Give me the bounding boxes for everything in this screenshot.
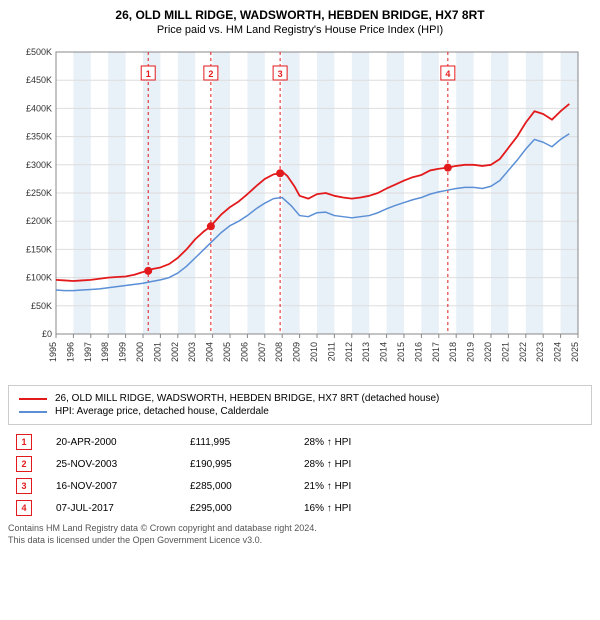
sales-row: 4 07-JUL-2017 £295,000 16% ↑ HPI bbox=[8, 497, 592, 519]
sale-price: £295,000 bbox=[190, 503, 280, 514]
legend-row: 26, OLD MILL RIDGE, WADSWORTH, HEBDEN BR… bbox=[19, 392, 581, 405]
legend-swatch bbox=[19, 398, 47, 400]
svg-text:£250K: £250K bbox=[26, 188, 52, 198]
sale-pct: 21% ↑ HPI bbox=[304, 481, 404, 492]
sale-date: 07-JUL-2017 bbox=[56, 503, 166, 514]
svg-text:2018: 2018 bbox=[448, 342, 458, 362]
svg-text:2022: 2022 bbox=[518, 342, 528, 362]
sale-price: £111,995 bbox=[190, 437, 280, 448]
sale-marker-icon: 3 bbox=[16, 478, 32, 494]
svg-text:2008: 2008 bbox=[274, 342, 284, 362]
svg-text:£100K: £100K bbox=[26, 273, 52, 283]
sale-marker-icon: 4 bbox=[16, 500, 32, 516]
sales-row: 2 25-NOV-2003 £190,995 28% ↑ HPI bbox=[8, 453, 592, 475]
sales-row: 1 20-APR-2000 £111,995 28% ↑ HPI bbox=[8, 431, 592, 453]
svg-text:2017: 2017 bbox=[431, 342, 441, 362]
svg-text:1: 1 bbox=[146, 69, 151, 79]
sale-price: £285,000 bbox=[190, 481, 280, 492]
svg-text:4: 4 bbox=[445, 69, 450, 79]
svg-text:1995: 1995 bbox=[48, 342, 58, 362]
svg-text:2014: 2014 bbox=[379, 342, 389, 362]
svg-text:2016: 2016 bbox=[413, 342, 423, 362]
sale-price: £190,995 bbox=[190, 459, 280, 470]
svg-text:£350K: £350K bbox=[26, 132, 52, 142]
sale-date: 16-NOV-2007 bbox=[56, 481, 166, 492]
svg-text:£300K: £300K bbox=[26, 160, 52, 170]
svg-text:2002: 2002 bbox=[170, 342, 180, 362]
legend-label: HPI: Average price, detached house, Cald… bbox=[55, 406, 269, 417]
svg-text:2010: 2010 bbox=[309, 342, 319, 362]
svg-text:2023: 2023 bbox=[535, 342, 545, 362]
svg-text:2005: 2005 bbox=[222, 342, 232, 362]
svg-text:1999: 1999 bbox=[118, 342, 128, 362]
line-chart: £0 £50K £100K £150K £200K £250K £300K £350K £400… bbox=[8, 44, 588, 374]
svg-text:2003: 2003 bbox=[187, 342, 197, 362]
svg-text:£500K: £500K bbox=[26, 47, 52, 57]
sale-pct: 28% ↑ HPI bbox=[304, 437, 404, 448]
svg-text:2019: 2019 bbox=[466, 342, 476, 362]
svg-text:£400K: £400K bbox=[26, 103, 52, 113]
svg-text:£0: £0 bbox=[42, 329, 52, 339]
sale-date: 25-NOV-2003 bbox=[56, 459, 166, 470]
svg-text:2020: 2020 bbox=[483, 342, 493, 362]
svg-text:2013: 2013 bbox=[361, 342, 371, 362]
svg-text:2025: 2025 bbox=[570, 342, 580, 362]
sale-marker-icon: 2 bbox=[16, 456, 32, 472]
sale-pct: 16% ↑ HPI bbox=[304, 503, 404, 514]
svg-text:2009: 2009 bbox=[292, 342, 302, 362]
legend: 26, OLD MILL RIDGE, WADSWORTH, HEBDEN BR… bbox=[8, 385, 592, 425]
legend-swatch bbox=[19, 411, 47, 413]
sale-marker-icon: 1 bbox=[16, 434, 32, 450]
svg-text:2000: 2000 bbox=[135, 342, 145, 362]
chart-title-line1: 26, OLD MILL RIDGE, WADSWORTH, HEBDEN BR… bbox=[8, 8, 592, 22]
svg-text:£200K: £200K bbox=[26, 216, 52, 226]
legend-label: 26, OLD MILL RIDGE, WADSWORTH, HEBDEN BR… bbox=[55, 393, 439, 404]
svg-text:£50K: £50K bbox=[31, 301, 52, 311]
legend-row: HPI: Average price, detached house, Cald… bbox=[19, 405, 581, 418]
sale-pct: 28% ↑ HPI bbox=[304, 459, 404, 470]
sales-row: 3 16-NOV-2007 £285,000 21% ↑ HPI bbox=[8, 475, 592, 497]
chart-container: £0 £50K £100K £150K £200K £250K £300K £350K £400… bbox=[8, 44, 592, 379]
svg-text:2004: 2004 bbox=[205, 342, 215, 362]
svg-text:1997: 1997 bbox=[83, 342, 93, 362]
footer-line1: Contains HM Land Registry data © Crown c… bbox=[8, 523, 592, 535]
svg-text:£150K: £150K bbox=[26, 244, 52, 254]
svg-text:1996: 1996 bbox=[65, 342, 75, 362]
svg-text:£450K: £450K bbox=[26, 75, 52, 85]
svg-text:2024: 2024 bbox=[553, 342, 563, 362]
footer-line2: This data is licensed under the Open Gov… bbox=[8, 535, 592, 547]
svg-text:1998: 1998 bbox=[100, 342, 110, 362]
chart-title-line2: Price paid vs. HM Land Registry's House … bbox=[8, 24, 592, 36]
svg-text:2015: 2015 bbox=[396, 342, 406, 362]
sale-date: 20-APR-2000 bbox=[56, 437, 166, 448]
svg-text:2021: 2021 bbox=[500, 342, 510, 362]
footer-attribution: Contains HM Land Registry data © Crown c… bbox=[8, 523, 592, 546]
svg-text:2: 2 bbox=[208, 69, 213, 79]
svg-text:2012: 2012 bbox=[344, 342, 354, 362]
svg-text:2011: 2011 bbox=[326, 342, 336, 361]
svg-text:2006: 2006 bbox=[239, 342, 249, 362]
sales-table: 1 20-APR-2000 £111,995 28% ↑ HPI 2 25-NOV-200… bbox=[8, 431, 592, 519]
svg-text:2001: 2001 bbox=[152, 342, 162, 362]
svg-text:3: 3 bbox=[278, 69, 283, 79]
svg-text:2007: 2007 bbox=[257, 342, 267, 362]
